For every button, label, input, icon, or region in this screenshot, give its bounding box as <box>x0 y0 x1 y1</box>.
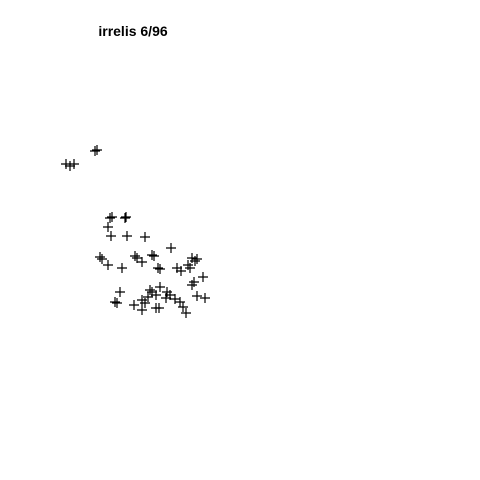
point <box>97 254 107 264</box>
point <box>181 308 191 318</box>
point <box>151 303 161 313</box>
point <box>166 243 176 253</box>
point <box>130 251 140 261</box>
point <box>176 266 186 276</box>
point <box>90 146 100 156</box>
point <box>145 285 155 295</box>
point <box>185 263 195 273</box>
point <box>117 263 127 273</box>
point <box>112 298 122 308</box>
point <box>105 213 115 223</box>
chart-title: irrelis 6/96 <box>98 23 167 39</box>
point <box>103 260 113 270</box>
point <box>151 290 161 300</box>
point <box>178 302 188 312</box>
point <box>92 145 102 155</box>
point <box>198 272 208 282</box>
point <box>155 282 165 292</box>
point <box>106 231 116 241</box>
point <box>155 264 165 274</box>
point <box>192 291 202 301</box>
point <box>121 212 131 222</box>
point <box>140 298 150 308</box>
point <box>120 213 130 223</box>
point <box>140 232 150 242</box>
point <box>190 256 200 266</box>
point <box>65 161 75 171</box>
point <box>107 212 117 222</box>
point <box>129 300 139 310</box>
point <box>115 287 125 297</box>
point <box>122 231 132 241</box>
point <box>187 280 197 290</box>
point <box>103 222 113 232</box>
point <box>153 263 163 273</box>
point <box>161 293 171 303</box>
point <box>69 159 79 169</box>
point <box>137 305 147 315</box>
point <box>200 293 210 303</box>
point <box>95 252 105 262</box>
point <box>110 297 120 307</box>
point <box>147 250 157 260</box>
point <box>132 253 142 263</box>
point <box>192 254 202 264</box>
point <box>143 292 153 302</box>
point <box>149 251 159 261</box>
point <box>137 257 147 267</box>
